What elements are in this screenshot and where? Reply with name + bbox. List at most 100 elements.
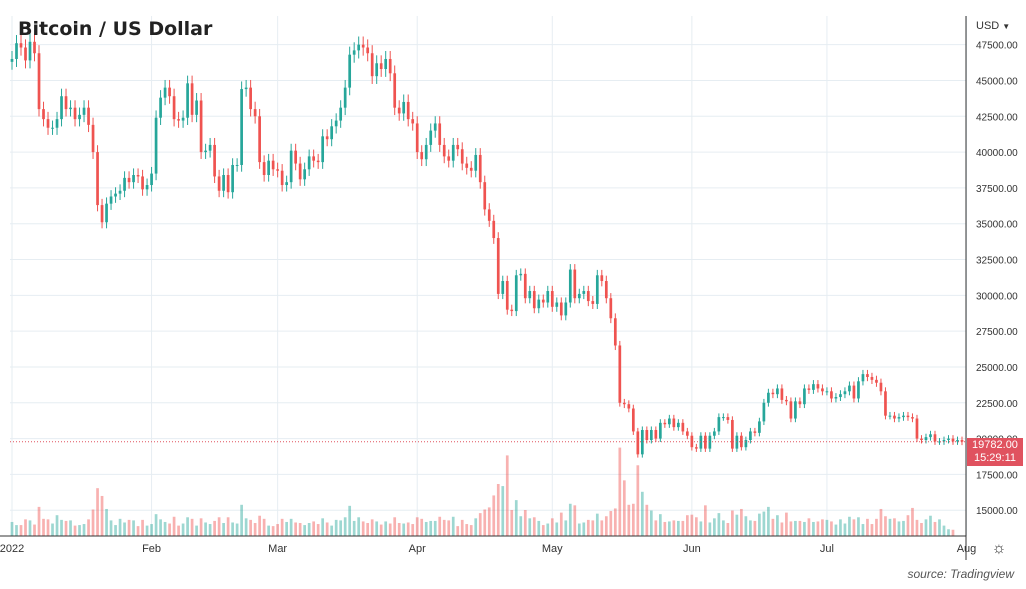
candle-body <box>136 175 140 177</box>
volume-bar <box>681 520 685 536</box>
volume-bar <box>758 513 761 536</box>
candle-body <box>704 435 707 449</box>
volume-bar <box>821 519 824 536</box>
volume-bar <box>222 523 225 536</box>
volume-bar <box>726 523 730 536</box>
candle-body <box>640 429 644 455</box>
candle-body <box>168 87 171 97</box>
candle-body <box>758 421 761 433</box>
candle-body <box>334 120 338 127</box>
candle-body <box>123 177 126 191</box>
last-price-value: 19782.00 <box>972 439 1018 451</box>
candle-body <box>303 169 307 180</box>
volume-bar <box>951 529 955 536</box>
candle-body <box>915 418 919 439</box>
candle-body <box>339 107 343 121</box>
candle-body <box>474 154 478 171</box>
candle-body <box>438 123 442 145</box>
candle-body <box>429 130 433 145</box>
candle-body <box>109 196 113 204</box>
volume-bar <box>595 513 599 536</box>
volume-bar <box>550 518 554 536</box>
candle-body <box>393 73 397 108</box>
volume-bar <box>136 526 140 536</box>
candle-body <box>573 269 577 299</box>
candle-body <box>415 123 419 153</box>
candle-body <box>510 309 514 312</box>
x-tick-label: Aug <box>957 543 977 555</box>
volume-bar <box>631 503 635 536</box>
candle-body <box>951 438 955 442</box>
candle-body <box>141 176 144 190</box>
candle-body <box>208 144 212 151</box>
chart-title: Bitcoin / US Dollar <box>18 18 213 40</box>
candle-body <box>893 415 896 419</box>
candle-body <box>875 379 878 383</box>
y-tick-label: 42500.00 <box>976 112 1018 123</box>
volume-bar <box>123 522 126 536</box>
candle-body <box>528 291 532 299</box>
candle-body <box>861 374 865 382</box>
volume-bar <box>627 504 631 536</box>
candle-body <box>803 388 806 405</box>
volume-bar <box>848 516 851 536</box>
candle-body <box>501 281 505 294</box>
candle-body <box>357 44 361 51</box>
volume-bar <box>253 523 257 536</box>
y-tick-label: 45000.00 <box>976 76 1018 87</box>
candle-body <box>316 160 320 163</box>
candle-body <box>618 345 622 403</box>
volume-bar <box>636 465 640 536</box>
candle-body <box>942 440 946 442</box>
y-tick-label: 47500.00 <box>976 41 1018 52</box>
currency-selector[interactable]: USD ▼ <box>976 20 1010 32</box>
volume-bar <box>91 509 95 536</box>
volume-bar <box>505 455 509 536</box>
volume-bar <box>600 520 604 536</box>
volume-bar <box>267 525 270 536</box>
volume-bar <box>42 518 45 536</box>
volume-bar <box>496 484 500 536</box>
candle-body <box>370 53 374 77</box>
volume-bar <box>316 524 320 536</box>
candle-body <box>555 302 559 307</box>
candle-body <box>460 149 464 164</box>
volume-bar <box>258 515 261 536</box>
volume-bar <box>667 521 671 536</box>
chevron-down-icon: ▼ <box>1002 22 1011 31</box>
candle-body <box>591 301 595 304</box>
volume-bar <box>474 518 478 536</box>
volume-bar <box>343 517 347 536</box>
volume-bar <box>469 525 473 536</box>
volume-bar <box>861 524 865 536</box>
volume-bar <box>510 510 514 536</box>
candle-body <box>717 417 721 432</box>
volume-bar <box>204 522 207 536</box>
volume-bar <box>199 518 203 536</box>
candle-body <box>375 63 379 77</box>
candle-body <box>604 281 608 299</box>
candle-body <box>226 175 230 193</box>
candle-body <box>857 381 860 399</box>
volume-bar <box>82 524 86 536</box>
settings-gear-icon[interactable]: ☼ <box>991 540 1007 557</box>
volume-bar <box>366 523 370 536</box>
candle-body <box>249 87 252 110</box>
candle-body <box>132 175 135 183</box>
volume-bar <box>37 506 41 536</box>
volume-bar <box>537 520 541 536</box>
volume-bar <box>406 522 410 536</box>
candle-body <box>465 163 469 168</box>
candle-body <box>830 391 833 399</box>
volume-bar <box>591 520 595 536</box>
candle-body <box>64 96 68 110</box>
candle-body <box>442 144 446 157</box>
y-tick-label: 40000.00 <box>976 148 1018 159</box>
volume-bar <box>586 519 590 536</box>
candle-body <box>744 440 748 448</box>
volume-bar <box>208 524 212 536</box>
volume-bar <box>150 524 153 536</box>
volume-bar <box>816 521 820 536</box>
volume-bar <box>771 518 775 536</box>
